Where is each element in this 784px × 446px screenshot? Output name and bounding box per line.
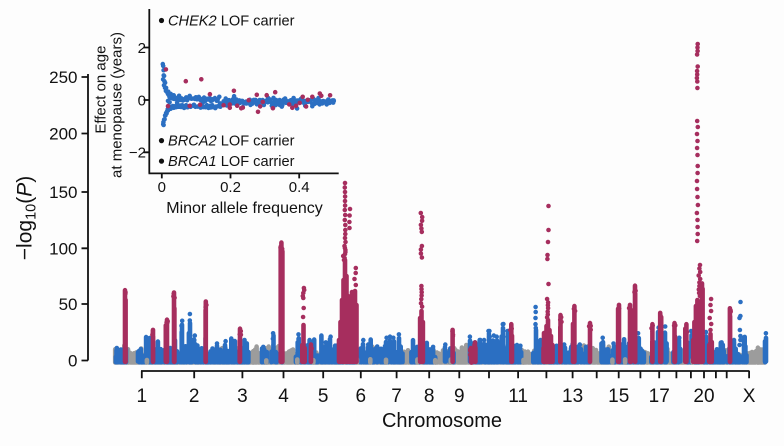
svg-text:4: 4 bbox=[278, 386, 289, 407]
svg-text:6: 6 bbox=[356, 386, 367, 407]
svg-text:11: 11 bbox=[508, 386, 528, 407]
svg-text:BRCA2 LOF carrier: BRCA2 LOF carrier bbox=[168, 134, 295, 150]
svg-text:20: 20 bbox=[693, 386, 714, 407]
svg-text:17: 17 bbox=[649, 386, 670, 407]
svg-text:9: 9 bbox=[454, 386, 465, 407]
svg-text:Chromosome: Chromosome bbox=[382, 410, 502, 432]
svg-text:0.4: 0.4 bbox=[289, 179, 310, 196]
svg-text:Minor allele frequency: Minor allele frequency bbox=[166, 200, 323, 217]
svg-text:200: 200 bbox=[49, 125, 77, 144]
svg-text:7: 7 bbox=[391, 386, 402, 407]
svg-text:1: 1 bbox=[137, 386, 148, 407]
svg-text:50: 50 bbox=[59, 295, 78, 314]
svg-text:15: 15 bbox=[608, 386, 629, 407]
svg-text:0.2: 0.2 bbox=[220, 179, 241, 196]
svg-text:CHEK2 LOF carrier: CHEK2 LOF carrier bbox=[168, 14, 295, 30]
svg-text:0: 0 bbox=[68, 352, 77, 371]
svg-text:100: 100 bbox=[49, 239, 77, 258]
svg-text:at menopause (years): at menopause (years) bbox=[108, 32, 125, 178]
svg-text:8: 8 bbox=[424, 386, 435, 407]
svg-text:2: 2 bbox=[189, 386, 200, 407]
svg-text:0: 0 bbox=[158, 179, 166, 196]
svg-text:5: 5 bbox=[318, 386, 329, 407]
svg-text:13: 13 bbox=[562, 386, 583, 407]
svg-text:BRCA1 LOF carrier: BRCA1 LOF carrier bbox=[168, 154, 295, 170]
svg-text:250: 250 bbox=[49, 68, 77, 87]
svg-text:0: 0 bbox=[138, 92, 146, 109]
svg-text:−2: −2 bbox=[129, 145, 146, 162]
svg-text:3: 3 bbox=[237, 386, 248, 407]
svg-text:150: 150 bbox=[49, 183, 77, 202]
svg-text:2: 2 bbox=[138, 40, 146, 57]
svg-text:Effect on age: Effect on age bbox=[92, 46, 109, 134]
svg-text:X: X bbox=[743, 386, 756, 407]
